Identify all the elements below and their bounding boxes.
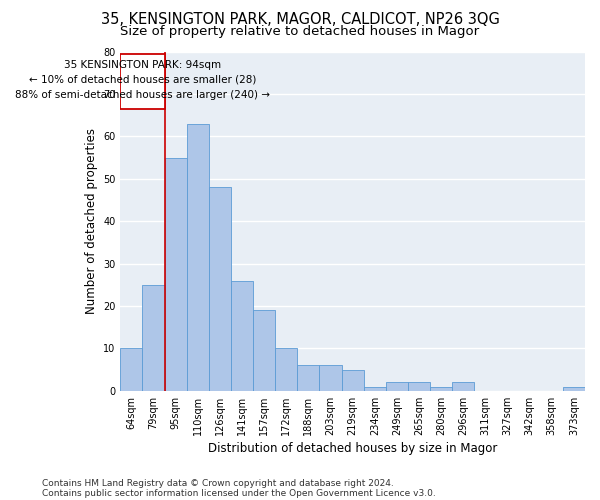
Bar	[121, 54, 164, 109]
Bar	[187, 124, 209, 391]
Text: Contains HM Land Registry data © Crown copyright and database right 2024.: Contains HM Land Registry data © Crown c…	[42, 478, 394, 488]
Text: Size of property relative to detached houses in Magor: Size of property relative to detached ho…	[121, 25, 479, 38]
Bar	[231, 280, 253, 391]
Bar	[452, 382, 475, 391]
Bar	[253, 310, 275, 391]
X-axis label: Distribution of detached houses by size in Magor: Distribution of detached houses by size …	[208, 442, 497, 455]
Text: 88% of semi-detached houses are larger (240) →: 88% of semi-detached houses are larger (…	[15, 90, 270, 100]
Y-axis label: Number of detached properties: Number of detached properties	[85, 128, 98, 314]
Bar	[298, 366, 319, 391]
Bar	[563, 386, 585, 391]
Bar	[386, 382, 408, 391]
Text: 35 KENSINGTON PARK: 94sqm: 35 KENSINGTON PARK: 94sqm	[64, 60, 221, 70]
Text: ← 10% of detached houses are smaller (28): ← 10% of detached houses are smaller (28…	[29, 75, 256, 85]
Bar	[319, 366, 341, 391]
Bar	[275, 348, 298, 391]
Bar	[164, 158, 187, 391]
Bar	[121, 348, 142, 391]
Text: Contains public sector information licensed under the Open Government Licence v3: Contains public sector information licen…	[42, 488, 436, 498]
Text: 35, KENSINGTON PARK, MAGOR, CALDICOT, NP26 3QG: 35, KENSINGTON PARK, MAGOR, CALDICOT, NP…	[101, 12, 499, 28]
Bar	[430, 386, 452, 391]
Bar	[209, 187, 231, 391]
Bar	[341, 370, 364, 391]
Bar	[408, 382, 430, 391]
Bar	[364, 386, 386, 391]
Bar	[142, 285, 164, 391]
